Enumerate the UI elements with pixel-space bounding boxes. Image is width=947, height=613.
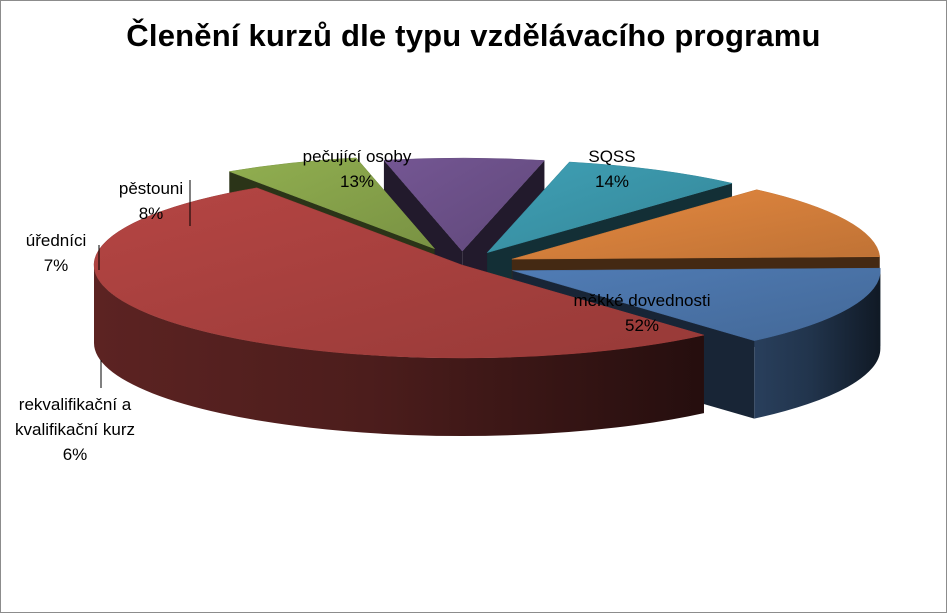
data-label-rekvalifikacni-a-kvalifikacni-kurz: rekvalifikační a kvalifikační kurz 6% — [15, 395, 135, 464]
slice-sqss — [512, 267, 881, 341]
slice-mekke-dovednosti — [93, 187, 704, 359]
slice-pecujici-osoby — [511, 189, 881, 260]
data-label-urednici: úředníci 7% — [26, 231, 86, 275]
slice-urednici — [383, 157, 545, 252]
slice-rekvalifikacni-a-kvalifikacni-kurz — [228, 157, 435, 249]
data-label-sqss: SQSS 14% — [588, 147, 635, 191]
slice-mekke-dovednosti-side — [94, 265, 704, 436]
data-label-pecujici-osoby: pečující osoby 13% — [303, 147, 412, 191]
slice-sqss-side — [754, 270, 881, 419]
slice-pestouni — [486, 161, 733, 254]
data-label-pestouni: pěstouni 8% — [119, 179, 183, 223]
chart-title: Členění kurzů dle typu vzdělávacího prog… — [126, 18, 821, 53]
data-label-mekke-dovednosti: měkké dovednosti 52% — [573, 291, 710, 335]
